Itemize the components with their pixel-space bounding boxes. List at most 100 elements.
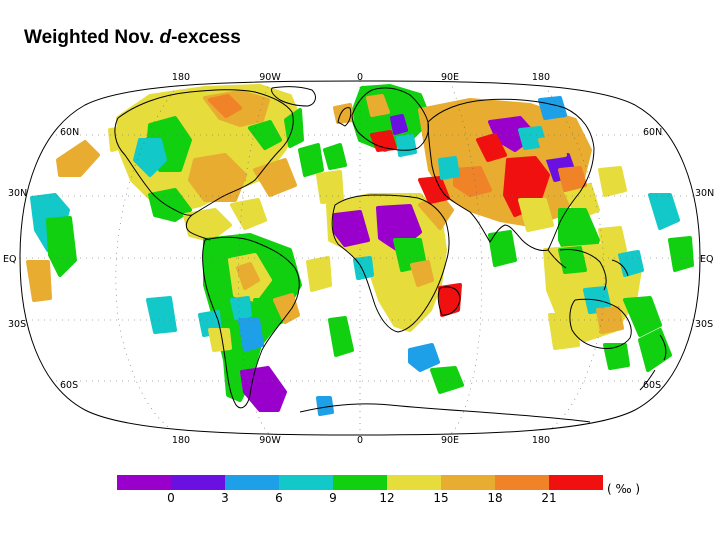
d-excess-patch — [26, 260, 52, 302]
coastline — [114, 117, 193, 216]
colorbar: 0 3 6 9 12 15 18 21 ( ‰ ) — [117, 475, 640, 505]
colorbar-swatch — [333, 475, 387, 490]
lon-label: 180 — [172, 72, 190, 83]
coastline — [299, 403, 591, 423]
coastline — [331, 194, 450, 333]
d-excess-patch — [538, 136, 567, 160]
d-excess-patch — [476, 133, 507, 162]
coastline — [569, 298, 632, 349]
d-excess-patch — [188, 153, 247, 202]
colorbar-tick-label: 9 — [329, 491, 337, 505]
d-excess-patch — [438, 283, 462, 317]
d-excess-patch — [453, 166, 492, 197]
d-excess-patch — [598, 166, 627, 197]
colorbar-tick-label: 0 — [167, 491, 175, 505]
coastline — [271, 86, 316, 107]
d-excess-patch — [408, 343, 440, 372]
d-excess-patch — [253, 158, 297, 197]
colorbar-swatch — [387, 475, 441, 490]
d-excess-patch — [548, 313, 580, 350]
coastline — [337, 107, 352, 127]
globe-outline — [19, 80, 701, 436]
d-excess-patch — [46, 216, 77, 277]
lon-label: 180 — [532, 435, 550, 446]
colorbar-swatch — [279, 475, 333, 490]
lon-label: 90E — [441, 435, 459, 446]
lat-label: 30N — [8, 188, 27, 199]
coastline — [547, 249, 629, 277]
colorbar-units: ( ‰ ) — [607, 482, 640, 496]
lat-label: 30S — [8, 319, 26, 330]
d-excess-patch — [248, 120, 282, 150]
d-excess-patch — [603, 343, 630, 370]
coastline — [202, 236, 300, 409]
colorbar-tick-label: 18 — [487, 491, 502, 505]
d-excess-patch — [208, 94, 242, 118]
colorbar-tick-label: 15 — [433, 491, 448, 505]
lat-label: 60N — [643, 127, 662, 138]
lon-labels-bottom: 180 90W 0 90E 180 — [172, 435, 550, 446]
d-excess-patch — [298, 143, 324, 177]
title-suffix: -excess — [171, 27, 241, 48]
colorbar-swatch — [441, 475, 495, 490]
d-excess-patch — [240, 366, 287, 412]
d-excess-patch — [306, 256, 332, 292]
d-excess-patch — [56, 140, 100, 177]
d-excess-patch — [488, 230, 517, 267]
d-excess-patch — [596, 306, 624, 334]
d-excess-patch — [618, 250, 644, 277]
d-excess-patch — [323, 143, 347, 170]
lat-label: 60S — [60, 380, 78, 391]
lat-label: 60S — [643, 380, 661, 391]
colorbar-tick-label: 21 — [541, 491, 556, 505]
d-excess-patch — [208, 328, 232, 352]
colorbar-tick-label: 6 — [275, 491, 283, 505]
lon-label: 0 — [357, 435, 363, 446]
lat-labels-right: 60N 30N EQ 30S 60S — [643, 127, 714, 391]
d-excess-patch — [183, 208, 232, 242]
lon-label: 180 — [172, 435, 190, 446]
coastline — [117, 89, 294, 241]
d-excess-patch — [230, 198, 267, 230]
colorbar-swatch — [495, 475, 549, 490]
d-excess-patch — [390, 114, 408, 135]
coastline — [437, 286, 461, 316]
d-excess-patch — [333, 210, 370, 247]
lon-label: 180 — [532, 72, 550, 83]
lon-labels-top: 180 90W 0 90E 180 — [172, 72, 550, 83]
colorbar-swatch — [171, 475, 225, 490]
colorbar-swatch — [117, 475, 171, 490]
d-excess-patch — [328, 316, 354, 357]
colorbar-tick-label: 3 — [221, 491, 229, 505]
lon-label: 90E — [441, 72, 459, 83]
d-excess-patch — [438, 156, 460, 180]
colorbar-tick-label: 12 — [379, 491, 394, 505]
lon-label: 0 — [357, 72, 363, 83]
lat-label: EQ — [700, 254, 713, 265]
map-title: Weighted Nov. d-excess — [24, 27, 241, 49]
graticule — [20, 81, 700, 435]
d-excess-patch — [236, 262, 260, 290]
d-excess-patch — [430, 366, 464, 394]
d-excess-patch — [668, 236, 694, 272]
colorbar-boxes — [117, 475, 603, 490]
d-excess-patch — [396, 134, 417, 157]
graticule-meridian — [115, 81, 182, 435]
d-excess-patch — [558, 246, 587, 274]
d-excess-patch — [623, 296, 662, 337]
d-excess-patch — [558, 166, 587, 192]
d-excess-patch — [133, 138, 167, 177]
colorbar-swatch — [225, 475, 279, 490]
d-excess-patch — [316, 396, 334, 416]
d-excess-patch — [230, 296, 252, 320]
d-excess-patch — [273, 293, 300, 324]
d-excess-patch — [518, 198, 554, 232]
d-excess-patch — [598, 226, 627, 257]
lat-label: 60N — [60, 127, 79, 138]
d-excess-patch — [353, 256, 374, 280]
coastline — [351, 87, 429, 151]
lat-label: EQ — [3, 254, 16, 265]
lat-labels-left: 60N 30N EQ 30S 60S — [3, 127, 79, 391]
lat-label: 30S — [695, 319, 713, 330]
